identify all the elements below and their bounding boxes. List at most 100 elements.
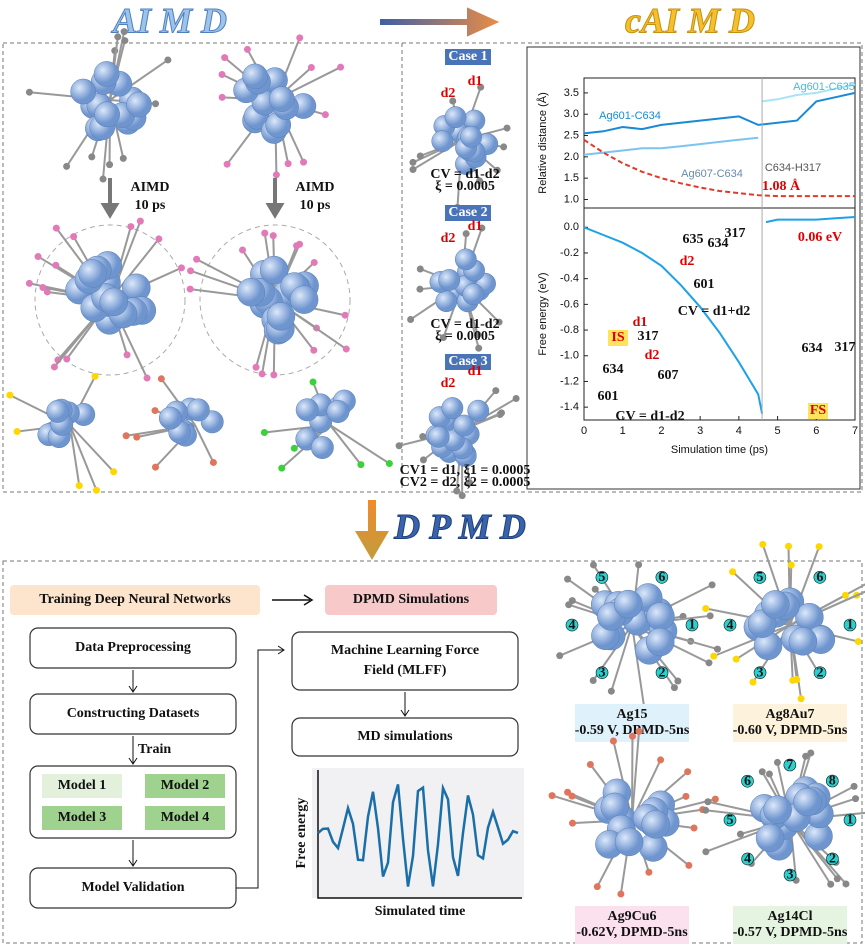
atom: [608, 688, 615, 695]
atom: [475, 345, 482, 352]
label: ξ = 0.0005: [435, 179, 495, 194]
atom: [793, 676, 800, 683]
atom: [442, 397, 463, 418]
molecule: [187, 230, 350, 379]
annotation: d2: [645, 348, 660, 363]
annotation: CV = d1+d2: [678, 304, 751, 319]
label: AIMD: [296, 180, 335, 195]
label: CV2 = d2, ξ2 = 0.0005: [400, 475, 531, 490]
atom: [556, 652, 563, 659]
atom: [685, 862, 692, 869]
atom: [417, 265, 424, 272]
atom: [842, 592, 849, 599]
atom: [682, 793, 689, 800]
annotation: 601: [598, 389, 619, 404]
series-label: Ag601-C634: [599, 110, 661, 122]
atom: [158, 375, 165, 382]
atom: [569, 597, 576, 604]
title-aimd: AI M D: [111, 0, 227, 40]
atom: [52, 262, 59, 269]
system-name: Ag8Au7: [765, 707, 814, 722]
label: MD simulations: [357, 729, 453, 744]
atom: [39, 284, 46, 291]
atom: [308, 64, 315, 71]
atom: [504, 125, 511, 132]
atom: [428, 426, 449, 447]
bond: [330, 425, 361, 465]
atom: [729, 568, 736, 575]
y-axis-label: Free energy (eV): [537, 272, 549, 355]
atom: [76, 482, 83, 489]
atom: [733, 656, 740, 663]
arrow: [129, 736, 137, 764]
y-tick-label: -0.8: [560, 324, 579, 336]
atom: [834, 875, 841, 882]
atom: [310, 378, 317, 385]
atom: [749, 679, 756, 686]
atom: [14, 428, 21, 435]
atom: [569, 820, 576, 827]
atom: [219, 94, 226, 101]
atom: [94, 61, 119, 86]
x-tick-label: 5: [775, 425, 781, 437]
y-tick-label: 3.5: [564, 87, 579, 99]
label: Data Preprocessing: [75, 640, 191, 655]
atom: [79, 259, 107, 287]
label: d2: [441, 231, 456, 246]
atom: [93, 487, 100, 494]
atom: [110, 468, 117, 475]
atom: [756, 824, 784, 852]
atom: [455, 249, 476, 270]
atom: [71, 79, 96, 104]
y-tick-label: 3.0: [564, 108, 579, 120]
label: ξ = 0.0005: [435, 329, 495, 344]
atom: [788, 562, 795, 569]
y-tick-label: -0.6: [560, 298, 579, 310]
atom: [764, 796, 792, 824]
atom: [691, 825, 698, 832]
y-tick-label: -1.2: [560, 375, 579, 387]
atom: [137, 218, 144, 225]
label: Model 1: [58, 778, 107, 793]
label: Case 1: [448, 49, 487, 64]
label: Training Deep Neural Networks: [39, 592, 231, 607]
molecule: [261, 378, 393, 471]
atom: [244, 46, 251, 53]
atom: [53, 225, 60, 232]
atom: [798, 695, 805, 702]
annotation: 607: [658, 368, 679, 383]
atom: [436, 291, 457, 312]
system-condition: -0.62V, DPMD-5ns: [576, 925, 688, 940]
label: Model Validation: [81, 880, 184, 895]
atom: [463, 284, 484, 305]
atom: [164, 56, 171, 63]
y-tick-label: 2.0: [564, 151, 579, 163]
atom: [26, 280, 33, 287]
atom: [285, 160, 292, 167]
label: Constructing Datasets: [67, 706, 200, 721]
atom: [100, 176, 107, 183]
atom: [26, 89, 33, 96]
atom: [645, 869, 652, 876]
atom: [127, 223, 134, 230]
x-tick-label: 1: [620, 425, 626, 437]
atom: [259, 370, 266, 377]
atom: [590, 561, 597, 568]
atom: [513, 395, 520, 402]
label: d1: [468, 74, 483, 89]
atom: [63, 163, 70, 170]
atom: [635, 561, 642, 568]
atom: [124, 351, 131, 358]
atom: [47, 400, 69, 422]
annotation: 634: [603, 362, 624, 377]
label: d1: [468, 364, 483, 379]
atom: [261, 230, 268, 237]
label: Case 2: [448, 205, 487, 220]
site-label: 5: [756, 570, 763, 585]
atom: [133, 434, 140, 441]
atom: [610, 737, 617, 744]
atom: [100, 288, 128, 316]
site-label: 6: [816, 570, 823, 585]
atom: [193, 256, 200, 263]
